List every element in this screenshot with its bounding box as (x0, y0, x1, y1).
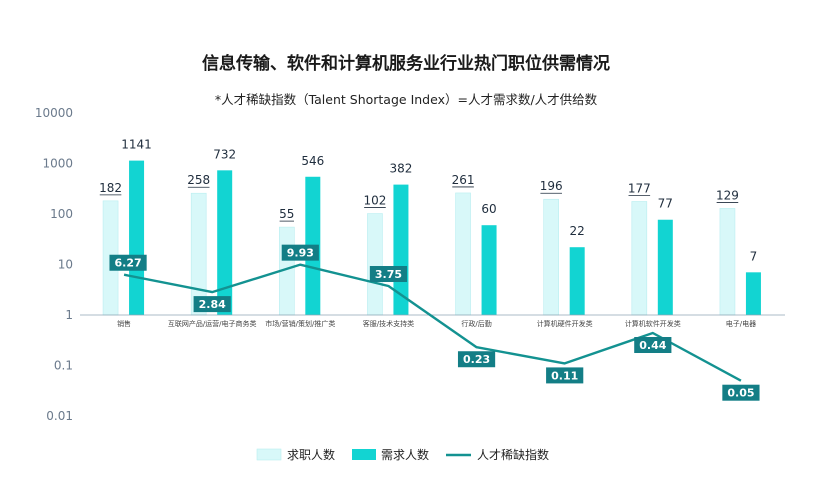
legend: 求职人数 需求人数 人才稀缺指数 (256, 447, 549, 462)
index-label: 0.11 (551, 369, 578, 382)
bar-supply (543, 198, 559, 316)
label-supply: 129 (716, 188, 739, 202)
label-demand: 732 (213, 147, 236, 161)
label-supply: 55 (279, 207, 294, 221)
y-tick-label: 100 (50, 207, 73, 221)
index-label-box (457, 351, 496, 368)
bar-demand (129, 160, 145, 315)
x-tick-label: 行政/后勤 (461, 319, 491, 328)
legend-swatch-demand (352, 449, 376, 460)
index-label-box (546, 367, 584, 384)
chart-subtitle: *人才稀缺指数（Talent Shortage Index）=人才需求数/人才供… (215, 92, 598, 107)
index-line: 6.27 2.84 9.93 3.75 0.23 0.11 0.44 0.05 (109, 244, 760, 401)
bar-supply (455, 192, 471, 316)
legend-label-index: 人才稀缺指数 (477, 447, 549, 462)
y-tick-label: 10000 (35, 106, 73, 120)
bar-demand (657, 219, 673, 315)
label-supply: 102 (363, 194, 386, 208)
bar-demand (745, 272, 761, 315)
x-tick-label: 销售 (117, 319, 131, 328)
index-label-box (109, 254, 147, 271)
label-demand: 546 (301, 154, 324, 168)
x-axis-labels: 销售 互联网产品/运营/电子商务类 市场/营销/策划/推广类 客服/技术支持类 行政/后… (117, 319, 756, 328)
label-demand: 22 (570, 224, 585, 238)
x-tick-label: 计算机硬件开发类 (537, 319, 593, 328)
y-axis: 10000 1000 100 10 1 0.1 0.01 (35, 106, 73, 423)
y-tick-label: 0.1 (54, 359, 73, 373)
legend-swatch-supply (256, 448, 282, 461)
label-supply: 258 (187, 173, 210, 187)
index-label: 0.44 (639, 339, 666, 352)
label-demand: 7 (750, 249, 758, 263)
x-tick-label: 电子/电器 (726, 319, 756, 328)
bar-supply (367, 213, 383, 316)
label-supply: 177 (628, 181, 651, 195)
index-label-box (281, 244, 319, 261)
bar-supply (631, 201, 648, 316)
index-label: 3.75 (375, 268, 402, 281)
index-label: 9.93 (287, 247, 314, 260)
index-label: 6.27 (114, 257, 141, 270)
legend-label-supply: 求职人数 (287, 447, 335, 462)
bar-demand (393, 184, 409, 315)
y-tick-label: 1000 (42, 157, 73, 171)
label-demand: 60 (481, 202, 496, 216)
label-demand: 1141 (121, 138, 152, 152)
chart-title: 信息传输、软件和计算机服务业行业热门职位供需情况 (202, 53, 610, 74)
index-label: 0.23 (463, 353, 490, 366)
bar-demand (569, 247, 585, 315)
legend-label-demand: 需求人数 (381, 447, 429, 462)
index-label-box (193, 296, 231, 313)
y-tick-label: 10 (58, 258, 73, 272)
label-supply: 261 (452, 173, 475, 187)
x-tick-label: 客服/技术支持类 (363, 319, 414, 328)
bar-supply (719, 208, 736, 316)
y-tick-label: 0.01 (46, 409, 73, 423)
index-label-box (722, 384, 760, 401)
index-label: 0.05 (727, 387, 754, 400)
bar-demand (217, 170, 233, 315)
x-tick-label: 市场/营销/策划/推广类 (265, 319, 335, 328)
index-label-box (369, 266, 408, 283)
label-supply: 182 (99, 181, 122, 195)
label-demand: 382 (389, 162, 412, 176)
x-tick-label: 互联网产品/运营/电子商务类 (168, 319, 257, 328)
label-supply: 196 (540, 179, 563, 193)
bar-demand (481, 225, 497, 315)
y-tick-label: 1 (65, 308, 73, 322)
label-demand: 77 (658, 197, 673, 211)
index-label-box (634, 337, 672, 354)
x-tick-label: 计算机软件开发类 (625, 319, 681, 328)
index-label: 2.84 (199, 298, 226, 311)
